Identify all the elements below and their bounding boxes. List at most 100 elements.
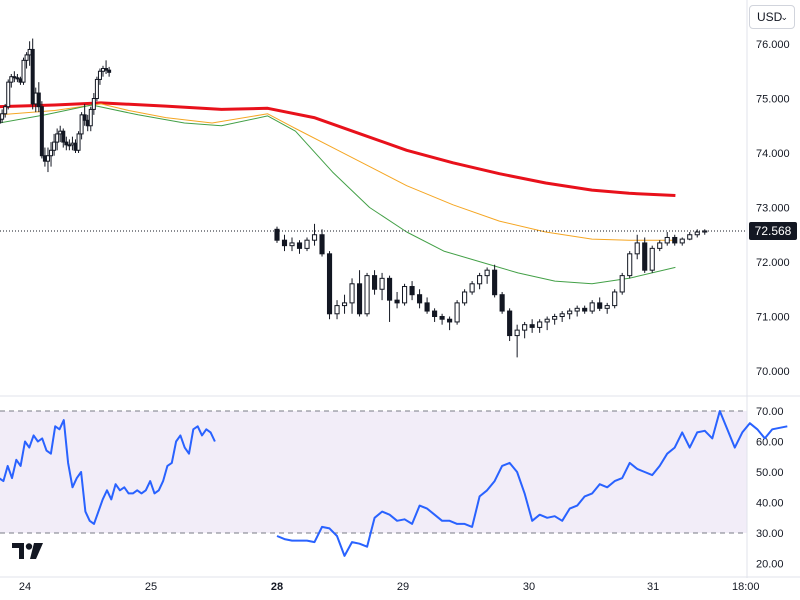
candle-body xyxy=(507,310,513,337)
candle-body xyxy=(15,77,20,80)
rsi-band xyxy=(0,411,747,533)
date-tick-label: 28 xyxy=(271,581,283,593)
candle-body xyxy=(58,130,63,135)
candle-body xyxy=(67,144,72,147)
candle-body xyxy=(326,253,333,315)
candle-body xyxy=(55,133,60,143)
candle-body xyxy=(3,106,8,115)
candle-body xyxy=(104,68,109,71)
candle-body xyxy=(9,76,14,83)
candle-body xyxy=(439,316,445,320)
date-tick-label: 31 xyxy=(647,581,659,593)
candle-body xyxy=(94,78,99,100)
candle-body xyxy=(432,310,438,317)
rsi-tick-label: 50.00 xyxy=(756,467,784,479)
candle-body xyxy=(454,302,460,323)
candle-body xyxy=(589,302,595,312)
candle-body xyxy=(334,305,340,315)
candle-body xyxy=(469,283,475,293)
date-tick-label: 24 xyxy=(19,581,31,593)
candle-body xyxy=(27,48,32,56)
candle-body xyxy=(296,242,303,249)
candle-body xyxy=(619,275,625,293)
candle-body xyxy=(274,228,280,241)
candle-body xyxy=(672,236,678,244)
last-price-tag: 72.568 xyxy=(749,222,797,240)
rsi-tick-label: 30.00 xyxy=(756,528,784,540)
date-tick-label: 29 xyxy=(397,581,409,593)
date-tick-label: 25 xyxy=(145,581,157,593)
currency-selector[interactable]: USD ⌄ xyxy=(749,5,795,29)
candle-body xyxy=(612,291,618,307)
candle-body xyxy=(627,253,633,277)
candle-body xyxy=(544,318,550,323)
candle-body xyxy=(107,69,112,73)
candle-body xyxy=(447,318,453,323)
candle-body xyxy=(371,275,378,290)
candle-body xyxy=(6,81,11,108)
candle-body xyxy=(694,231,700,236)
candle-body xyxy=(61,130,66,143)
candle-body xyxy=(537,321,543,328)
candle-body xyxy=(101,68,106,72)
candle-body xyxy=(349,283,355,304)
candle-body xyxy=(30,48,35,105)
price-tick-label: 74.000 xyxy=(756,148,790,160)
candle-body xyxy=(45,155,50,162)
candle-body xyxy=(91,98,96,110)
candle-body xyxy=(394,299,400,304)
candle-body xyxy=(289,242,295,247)
candle-body xyxy=(687,234,693,240)
candle-body xyxy=(73,142,78,151)
rsi-tick-label: 40.00 xyxy=(756,498,784,510)
candle-body xyxy=(514,329,520,337)
chevron-down-icon: ⌄ xyxy=(780,12,788,22)
price-tick-label: 73.000 xyxy=(756,203,790,215)
candle-body xyxy=(24,54,29,61)
rsi-line-1 xyxy=(0,419,216,525)
candle-body xyxy=(364,275,370,315)
candle-body xyxy=(64,141,69,146)
currency-label: USD xyxy=(757,10,783,24)
candle-body xyxy=(462,291,468,304)
candle-body xyxy=(12,76,17,79)
candle-body xyxy=(379,277,385,290)
candle-body xyxy=(552,316,558,320)
candle-body xyxy=(402,286,408,304)
candle-body xyxy=(88,108,93,127)
candle-body xyxy=(82,114,87,121)
candle-body xyxy=(522,324,528,331)
candle-body xyxy=(356,283,363,315)
date-tick-label: 30 xyxy=(523,581,535,593)
rsi-tick-label: 60.00 xyxy=(756,437,784,449)
candle-body xyxy=(76,133,81,151)
candle-body xyxy=(85,119,90,127)
candle-body xyxy=(281,239,288,247)
candle-body xyxy=(39,106,44,157)
candle-body xyxy=(36,92,41,108)
candle-body xyxy=(499,294,505,312)
rsi-tick-label: 70.00 xyxy=(756,406,784,418)
date-tick-label: 18:00 xyxy=(732,581,760,593)
candle-body xyxy=(567,310,573,315)
candle-body xyxy=(664,236,670,244)
moving-average-line-2 xyxy=(0,103,676,241)
candle-body xyxy=(642,242,648,271)
candle-body xyxy=(604,305,610,309)
candle-body xyxy=(52,141,57,151)
candle-body xyxy=(582,307,588,312)
candle-body xyxy=(341,302,348,307)
candle-body xyxy=(679,238,685,244)
moving-average-line-3 xyxy=(0,104,676,285)
candle-body xyxy=(417,294,423,304)
moving-average-line-1 xyxy=(0,101,676,197)
price-tick-label: 76.000 xyxy=(756,39,790,51)
candle-body xyxy=(424,302,430,312)
rsi-tick-label: 20.00 xyxy=(756,559,784,571)
candle-body xyxy=(311,234,318,241)
candle-body xyxy=(702,230,708,233)
candle-body xyxy=(657,242,663,249)
candle-body xyxy=(49,149,54,157)
candle-body xyxy=(0,113,5,120)
